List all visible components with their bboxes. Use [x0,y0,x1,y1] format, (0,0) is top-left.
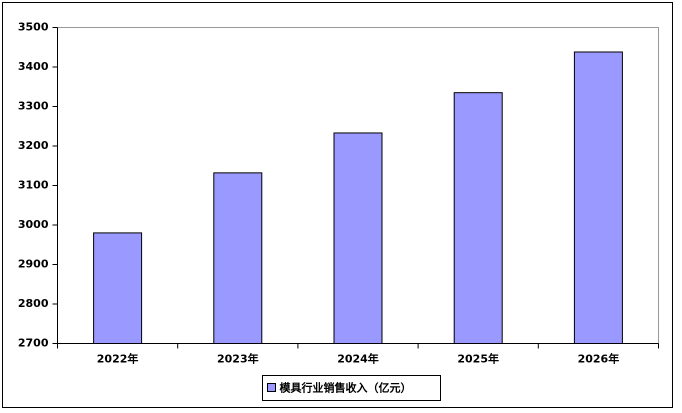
legend-label: 模具行业销售收入（亿元） [280,381,412,395]
y-tick-label: 3100 [18,179,49,192]
y-tick-label: 3300 [18,100,49,113]
y-tick-label: 2800 [18,297,49,310]
bar [573,51,623,345]
x-tick-label: 2026年 [578,352,620,366]
x-tick-label: 2023年 [217,352,259,366]
x-tick-label: 2022年 [97,352,139,366]
legend-box [262,375,441,401]
y-tick-label: 3400 [18,60,49,73]
bar [453,92,503,344]
y-tick-label: 3200 [18,139,49,152]
legend-swatch [267,383,276,392]
y-tick-label: 2700 [18,337,49,350]
x-tick-label: 2025年 [457,352,499,366]
y-tick-label: 2900 [18,258,49,271]
x-tick-label: 2024年 [337,352,379,366]
bar [333,132,383,344]
bar [93,232,143,344]
y-tick-label: 3500 [18,21,49,34]
y-tick-label: 3000 [18,218,49,231]
bar [213,172,263,344]
